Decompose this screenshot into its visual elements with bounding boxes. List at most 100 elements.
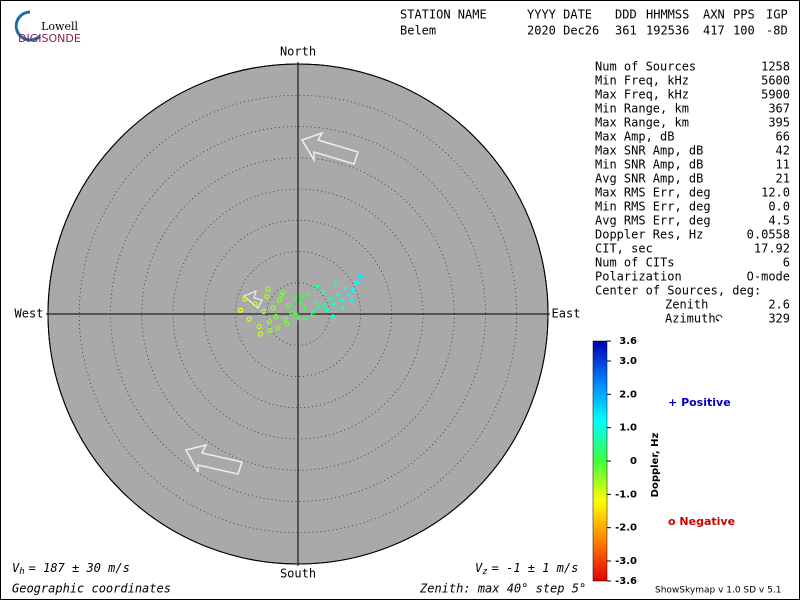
stat-value: 5900 — [761, 88, 790, 102]
source-positive — [339, 297, 345, 303]
stat-label: Max Amp, dB — [595, 130, 674, 144]
stat-label: Max Freq, kHz — [595, 88, 689, 102]
source-positive — [349, 297, 355, 303]
source-negative — [289, 310, 295, 316]
source-negative — [275, 325, 281, 331]
colorbar-tick-label: 3.6 — [619, 336, 637, 347]
stat-label: CIT, sec — [595, 242, 653, 256]
source-negative — [261, 308, 267, 315]
colorbar-tick-label: 1.0 — [619, 423, 637, 434]
source-negative — [256, 323, 262, 330]
header-label: IGP — [766, 8, 788, 22]
compass-east: East — [552, 307, 581, 321]
source-positive — [340, 305, 346, 311]
source-positive — [300, 293, 306, 299]
source-positive — [343, 285, 348, 291]
v-value: = 187 ± 30 m/s — [29, 561, 130, 575]
v-sub: z — [482, 567, 487, 577]
logo-arc — [14, 10, 42, 42]
header-value: -8D — [766, 24, 788, 38]
source-positive — [298, 300, 304, 306]
colorbar-tick-label: 2.0 — [619, 389, 637, 400]
center-azimuth-label: Azimuth — [665, 312, 716, 326]
header-value: Belem — [400, 24, 436, 38]
colorbar-tick-label: -3.0 — [615, 556, 637, 567]
stat-value: 66 — [776, 130, 790, 144]
legend-label: Positive — [681, 396, 731, 409]
center-zenith-label: Zenith — [665, 298, 708, 312]
source-positive — [305, 291, 311, 297]
stat-value: 11 — [776, 158, 790, 172]
source-negative — [279, 292, 285, 298]
source-negative — [276, 297, 282, 303]
stat-label: Avg RMS Err, deg — [595, 214, 711, 228]
stat-value: 5600 — [761, 74, 790, 88]
coords-text: Geographic coordinates — [12, 582, 171, 596]
source-positive — [321, 302, 327, 308]
stat-label: Min RMS Err, deg — [595, 200, 711, 214]
compass-west: West — [15, 307, 44, 321]
source-negative — [267, 327, 273, 333]
vz-text: Vz = -1 ± 1 m/s — [475, 561, 578, 577]
vh-text: Vh = 187 ± 30 m/s — [12, 561, 130, 577]
source-negative — [270, 305, 276, 311]
colorbar-tick-label: 3.0 — [619, 356, 637, 367]
stat-label: Max SNR Amp, dB — [595, 144, 703, 158]
version-text: ShowSkymap v 1.0 SD v 5.1 — [655, 586, 781, 596]
colorbar-tick-label: -3.6 — [615, 576, 637, 587]
colorbar-tick-label: 0 — [630, 456, 637, 467]
stat-label: Num of CITs — [595, 256, 674, 270]
flow-arrow — [184, 443, 243, 475]
colorbar-title: Doppler, Hz — [650, 433, 661, 498]
stat-value: 4.5 — [768, 214, 790, 228]
stat-label: Max Range, km — [595, 116, 689, 130]
colorbar-tick-label: -1.0 — [615, 489, 637, 500]
source-positive — [320, 289, 326, 294]
stat-value: 12.0 — [761, 186, 790, 200]
source-positive — [314, 284, 320, 289]
compass-south: South — [280, 567, 316, 581]
v-symbol: V — [475, 561, 483, 575]
header-label: PPS — [733, 8, 755, 22]
stat-value: 0.0558 — [747, 228, 790, 242]
source-positive — [309, 312, 315, 318]
source-positive — [311, 309, 317, 314]
stat-label: Num of Sources — [595, 60, 696, 74]
source-negative — [266, 318, 272, 325]
source-positive — [303, 316, 308, 322]
center-azimuth-value: 329 — [768, 312, 790, 326]
header-value: 100 — [733, 24, 755, 38]
source-positive — [313, 299, 318, 304]
v-value: = -1 ± 1 m/s — [492, 561, 579, 575]
source-positive — [301, 306, 307, 312]
sources — [237, 274, 363, 337]
source-negative — [246, 316, 252, 322]
stat-label: Min SNR Amp, dB — [595, 158, 703, 172]
stat-label: Min Range, km — [595, 102, 689, 116]
source-positive — [295, 315, 301, 321]
header-label: HHMMSS — [646, 8, 689, 22]
header-label: STATION NAME — [400, 8, 487, 22]
source-positive — [316, 304, 322, 309]
stat-value: 367 — [768, 102, 790, 116]
stat-value: 395 — [768, 116, 790, 130]
source-negative — [292, 295, 298, 301]
source-negative — [280, 290, 286, 296]
center-label: Center of Sources, deg: — [595, 284, 761, 298]
compass-north: North — [280, 45, 316, 59]
source-positive — [350, 287, 356, 293]
source-negative — [284, 321, 290, 327]
source-positive — [324, 307, 330, 313]
source-positive — [354, 280, 360, 286]
legend-negative: o Negative — [668, 515, 735, 528]
source-positive — [293, 311, 299, 317]
header-label: AXN — [703, 8, 725, 22]
center-zenith-value: 2.6 — [768, 298, 790, 312]
source-negative — [242, 296, 248, 302]
source-negative — [286, 302, 292, 308]
header-value: 192536 — [646, 24, 689, 38]
logo-bottom: DIGISONDE — [18, 32, 81, 45]
source-positive — [358, 274, 363, 279]
stat-value: 42 — [776, 144, 790, 158]
